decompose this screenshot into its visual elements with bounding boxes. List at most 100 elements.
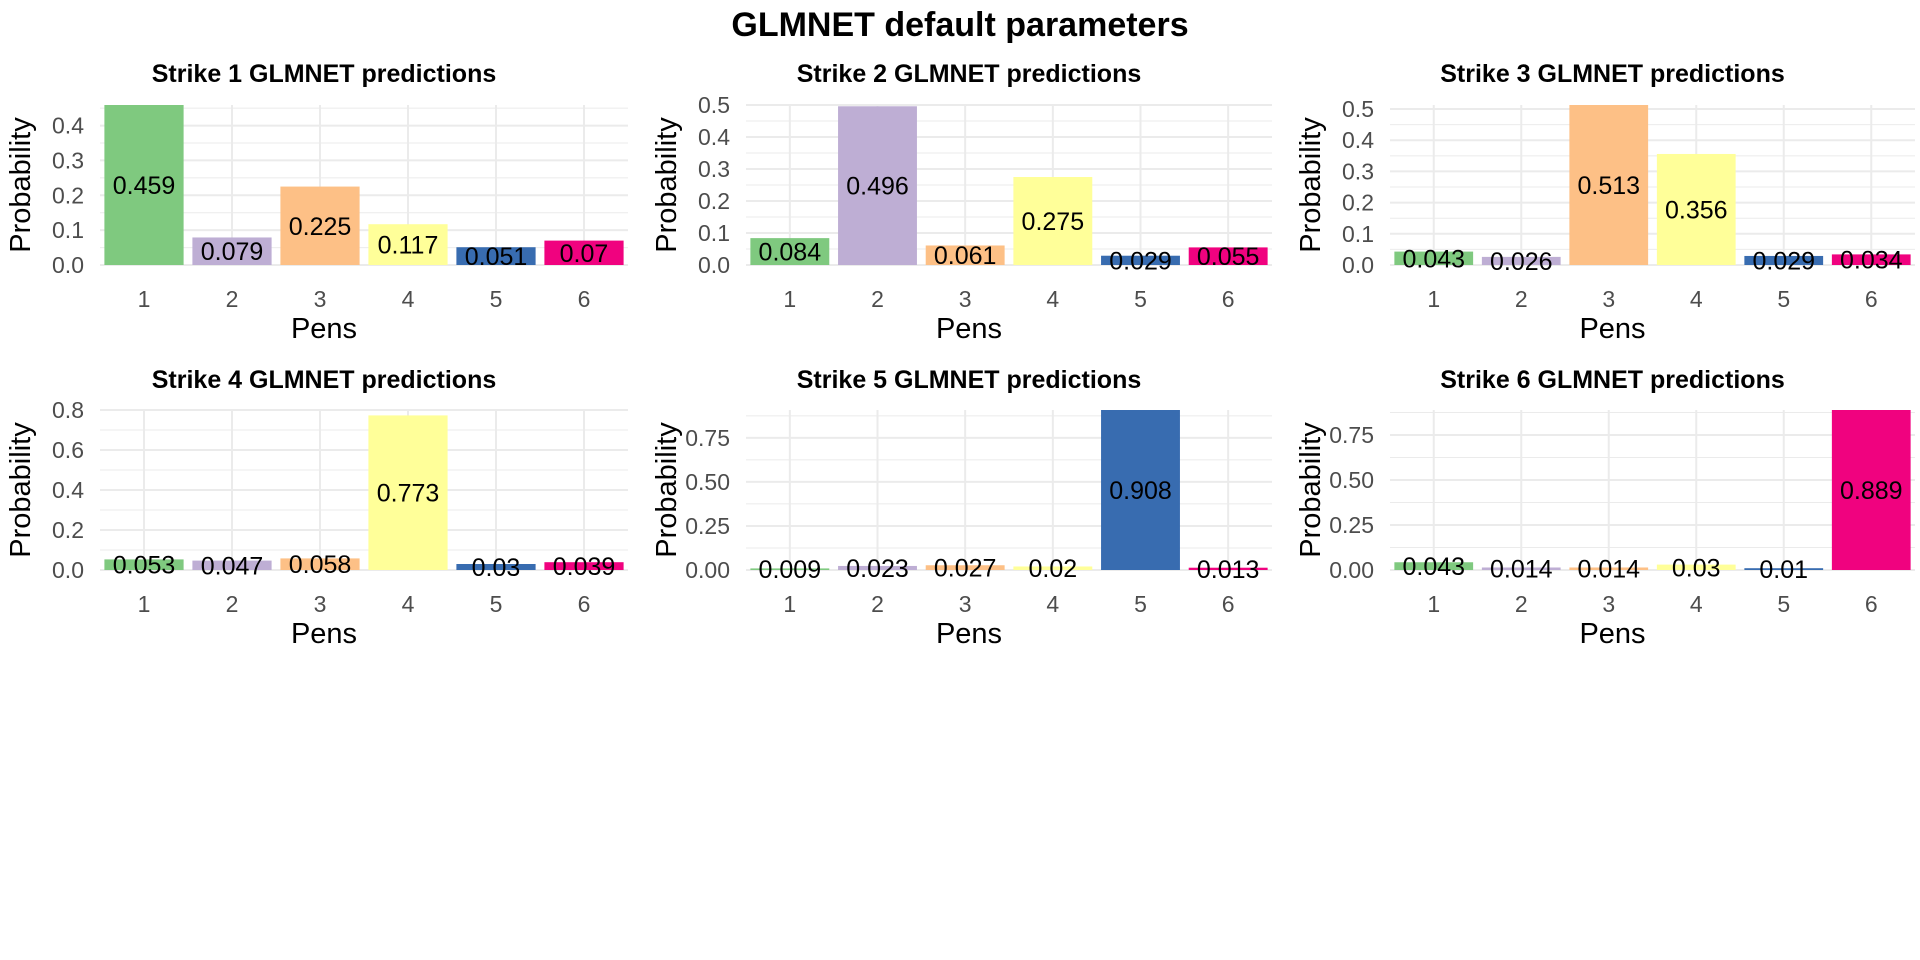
bar-1 [1394, 251, 1474, 265]
y-tick-label: 0.1 [1342, 221, 1374, 247]
data-label: 0.275 [1022, 208, 1085, 236]
x-tick-label: 5 [490, 286, 503, 312]
y-tick-label: 0.2 [52, 182, 84, 208]
x-tick-label: 2 [1515, 286, 1528, 312]
bar-3 [925, 565, 1005, 570]
x-tick-label: 5 [1777, 591, 1790, 617]
chart-panel-4: 0.053 0.047 0.058 0.773 0.03 0.039 0.0 0.2 0.4 0.… [5, 366, 628, 650]
x-axis-title: Pens [1579, 313, 1645, 345]
y-tick-label: 0.25 [685, 513, 730, 539]
x-tick-label: 6 [1222, 286, 1235, 312]
data-label: 0.055 [1197, 243, 1260, 271]
y-tick-label: 0.4 [52, 113, 84, 139]
data-label: 0.459 [113, 172, 176, 200]
bar-5 [1744, 568, 1824, 570]
bar-2 [838, 565, 917, 570]
x-axis-title: Pens [1579, 618, 1645, 650]
y-tick-label: 0.25 [1329, 512, 1374, 538]
data-label: 0.02 [1028, 555, 1077, 583]
data-label: 0.027 [934, 555, 997, 583]
bar-1 [104, 559, 184, 570]
data-label: 0.043 [1402, 245, 1465, 273]
y-tick-label: 0.1 [698, 220, 730, 246]
data-label: 0.03 [472, 554, 521, 582]
data-label: 0.03 [1672, 554, 1721, 582]
x-tick-label: 4 [1046, 591, 1059, 617]
bar-6 [1831, 254, 1911, 265]
x-tick-label: 2 [871, 591, 884, 617]
y-tick-label: 0.2 [698, 188, 730, 214]
x-tick-label: 5 [1777, 286, 1790, 312]
x-axis-title: Pens [291, 313, 357, 345]
data-label: 0.01 [1759, 556, 1808, 584]
x-tick-label: 6 [1222, 591, 1235, 617]
y-tick-label: 0.75 [1329, 422, 1374, 448]
data-label: 0.053 [113, 552, 176, 580]
x-tick-label: 1 [1427, 591, 1440, 617]
data-label: 0.039 [553, 553, 616, 581]
x-tick-label: 3 [959, 591, 972, 617]
data-label: 0.029 [1752, 247, 1815, 275]
bar-5 [1101, 255, 1180, 265]
bar-6 [1188, 567, 1268, 570]
x-tick-label: 1 [138, 286, 151, 312]
y-tick-label: 0.75 [685, 425, 730, 451]
x-tick-label: 6 [1865, 591, 1878, 617]
data-label: 0.225 [289, 213, 352, 241]
x-tick-label: 4 [1690, 286, 1703, 312]
bar-4 [1656, 564, 1736, 570]
bar-3 [280, 186, 360, 265]
data-label: 0.034 [1840, 247, 1903, 275]
data-label: 0.009 [759, 556, 822, 584]
bar-6 [1831, 410, 1911, 570]
y-tick-label: 0.0 [698, 252, 730, 278]
panel-title: Strike 3 GLMNET predictions [1440, 60, 1785, 88]
y-tick-label: 0.5 [698, 92, 730, 118]
y-tick-label: 0.0 [1342, 252, 1374, 278]
data-label: 0.014 [1577, 556, 1640, 584]
y-tick-label: 0.0 [52, 252, 84, 278]
bar-6 [1188, 247, 1268, 265]
data-label: 0.117 [378, 232, 439, 260]
bar-1 [750, 568, 830, 570]
x-tick-label: 4 [402, 286, 415, 312]
x-axis-title: Pens [936, 618, 1002, 650]
chart-panel-2: 0.084 0.496 0.061 0.275 0.029 0.055 0.0 0.1 0.2 0… [651, 60, 1272, 345]
y-axis-title: Probability [5, 422, 37, 558]
bar-4 [1013, 566, 1093, 570]
bar-1 [1394, 562, 1474, 570]
y-axis-title: Probability [651, 117, 683, 253]
y-tick-label: 0.4 [698, 124, 730, 150]
y-tick-label: 0.2 [52, 517, 84, 543]
y-tick-label: 0.00 [1329, 557, 1374, 583]
bar-2 [1481, 567, 1561, 570]
x-tick-label: 5 [1134, 286, 1147, 312]
data-label: 0.058 [289, 551, 352, 579]
x-tick-label: 2 [1515, 591, 1528, 617]
panel-title: Strike 5 GLMNET predictions [797, 366, 1142, 394]
y-tick-label: 0.3 [698, 156, 730, 182]
data-label: 0.07 [560, 240, 609, 268]
chart-panel-6: 0.043 0.014 0.014 0.03 0.01 0.889 0.00 0.25 0.50… [1295, 366, 1915, 650]
x-tick-label: 5 [1134, 591, 1147, 617]
data-label: 0.773 [377, 480, 440, 508]
panel-title: Strike 4 GLMNET predictions [152, 366, 497, 394]
x-tick-label: 1 [138, 591, 151, 617]
panel-title: Strike 1 GLMNET predictions [152, 60, 497, 88]
bar-2 [838, 106, 917, 265]
x-tick-label: 2 [226, 591, 239, 617]
x-tick-label: 6 [578, 591, 591, 617]
bar-3 [925, 245, 1005, 265]
x-tick-label: 1 [1427, 286, 1440, 312]
bar-5 [456, 247, 536, 265]
bar-3 [1569, 105, 1649, 265]
y-tick-label: 0.00 [685, 557, 730, 583]
data-label: 0.908 [1109, 477, 1172, 505]
data-label: 0.047 [201, 552, 264, 580]
y-tick-label: 0.2 [1342, 190, 1374, 216]
y-axis-title: Probability [1295, 117, 1327, 253]
x-tick-label: 3 [1602, 591, 1615, 617]
chart-panel-1: 0.459 0.079 0.225 0.117 0.051 0.07 0.0 0.1 0.2 0.… [5, 60, 628, 345]
